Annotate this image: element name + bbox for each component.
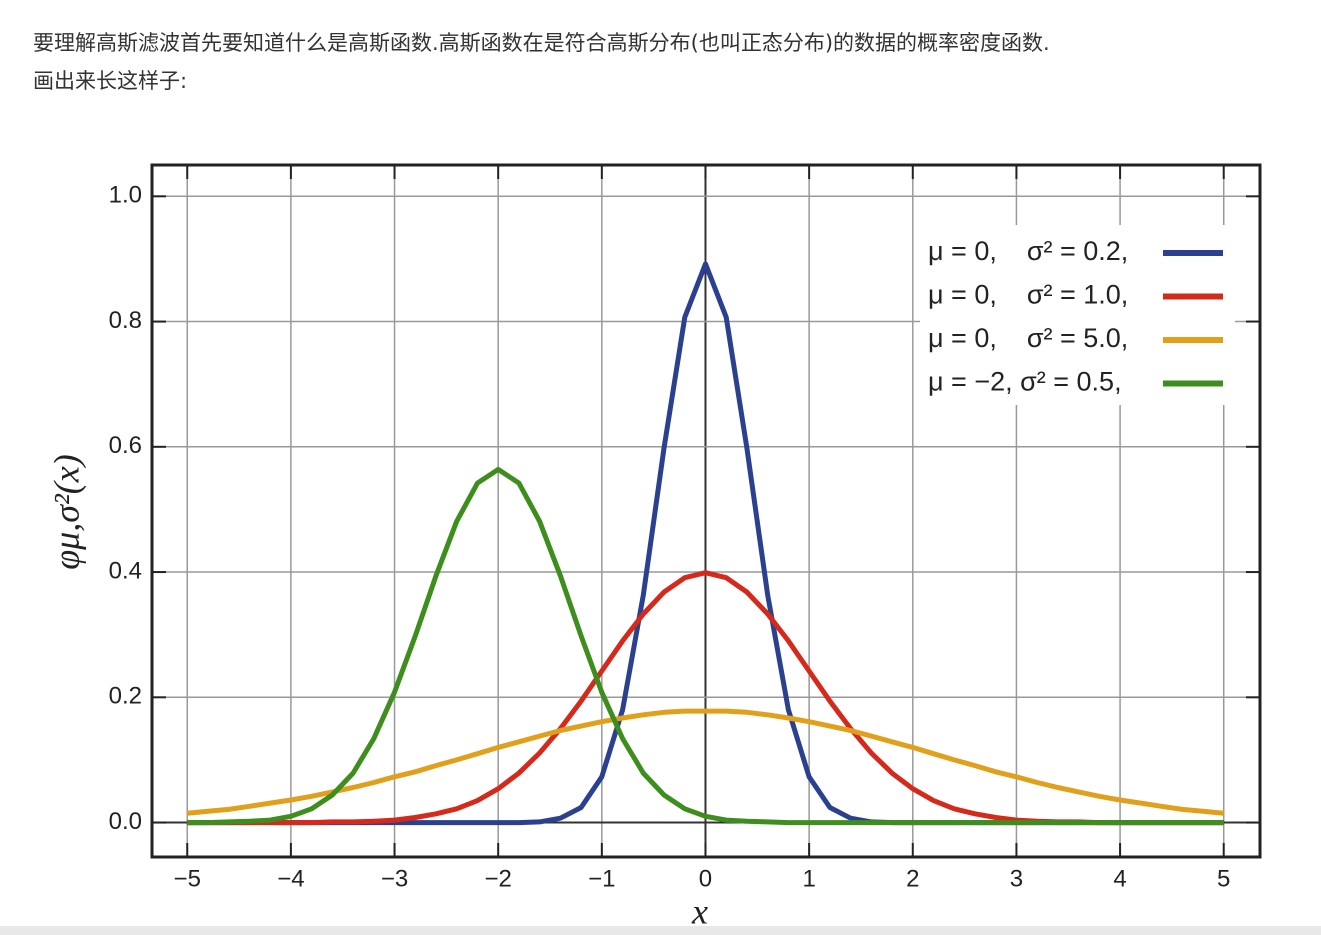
paragraph-line: 画出来长这样子:: [33, 69, 188, 93]
x-tick-label: 0: [699, 865, 712, 892]
x-tick-label: −5: [174, 865, 201, 892]
y-axis-label: φμ,σ²(x): [46, 454, 86, 570]
y-tick-label: 0.4: [109, 557, 142, 584]
y-tick-label: 0.6: [109, 432, 142, 459]
x-tick-label: 2: [906, 865, 919, 892]
x-axis-label: x: [691, 891, 708, 931]
x-tick-label: 3: [1010, 865, 1023, 892]
article-text: 要理解高斯滤波首先要知道什么是高斯函数.高斯函数在是符合高斯分布(也叫正态分布)…: [33, 24, 1050, 100]
bottom-strip: [0, 926, 1321, 935]
plot-frame: [150, 163, 1262, 859]
x-tick-label: 4: [1113, 865, 1126, 892]
x-tick-label: 1: [802, 865, 815, 892]
paragraph-line: 要理解高斯滤波首先要知道什么是高斯函数.高斯函数在是符合高斯分布(也叫正态分布)…: [33, 31, 1050, 55]
legend-label: μ = 0, σ² = 1.0,: [928, 280, 1128, 310]
y-tick-label: 0.0: [109, 808, 142, 835]
y-tick-label: 0.8: [109, 307, 142, 334]
series-line: [186, 708, 1224, 816]
x-tick-label: −3: [381, 865, 408, 892]
legend-label: μ = 0, σ² = 0.2,: [928, 236, 1128, 266]
x-tick-label: −2: [484, 865, 511, 892]
series-line: [187, 466, 1224, 826]
x-tick-label: −4: [277, 865, 304, 892]
x-tick-label: −1: [588, 865, 615, 892]
x-tick-label: 5: [1217, 865, 1230, 892]
legend-label: μ = −2, σ² = 0.5,: [928, 367, 1122, 397]
legend-label: μ = 0, σ² = 5.0,: [928, 323, 1128, 353]
y-tick-label: 0.2: [109, 683, 142, 710]
y-tick-label: 1.0: [109, 182, 142, 209]
